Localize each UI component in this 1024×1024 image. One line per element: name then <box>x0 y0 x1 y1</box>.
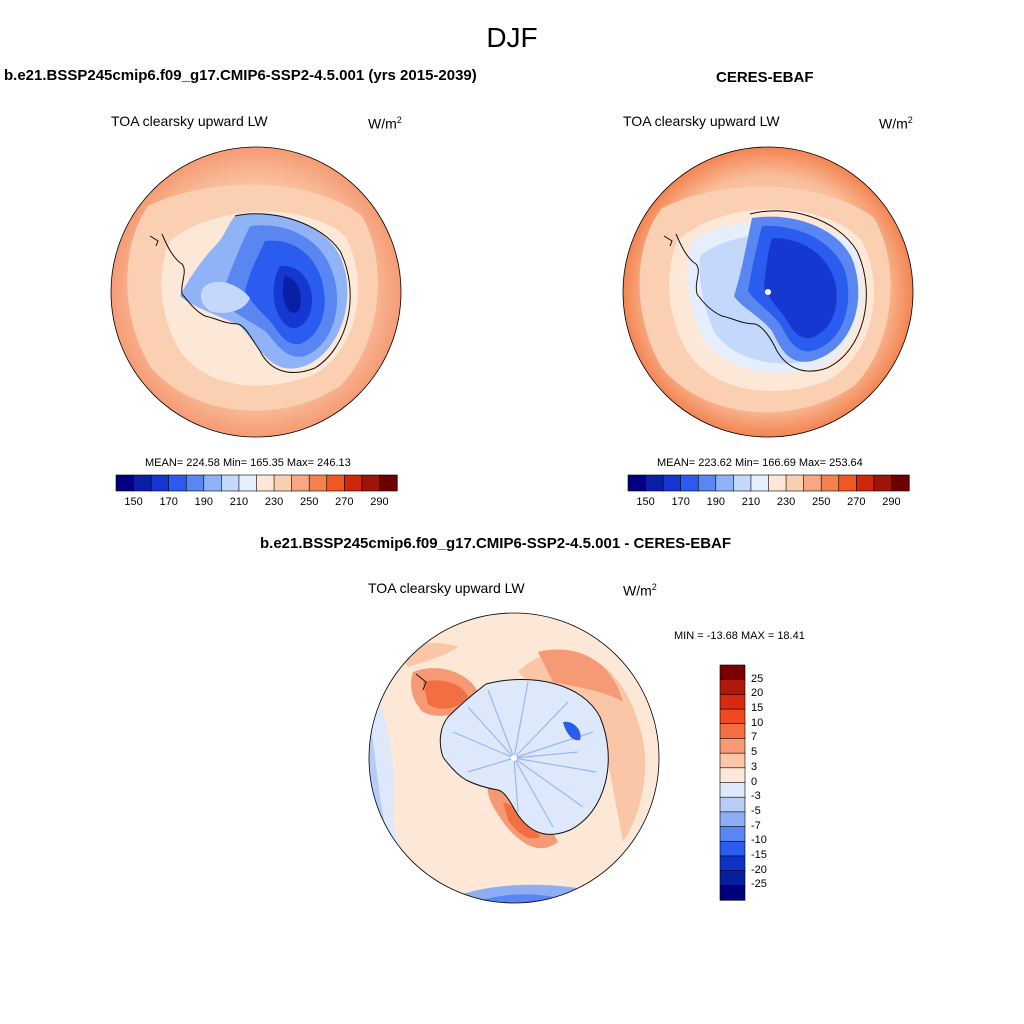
colorbar-swatch <box>719 738 746 754</box>
colorbar-swatch <box>326 474 345 492</box>
colorbar-swatch <box>715 474 734 492</box>
colorbar-tick-label: 0 <box>751 775 758 788</box>
colorbar-swatch <box>627 474 647 492</box>
colorbar-swatch <box>238 474 258 492</box>
colorbar-tick-label: -5 <box>751 804 761 817</box>
diff-stats: MIN = -13.68 MAX = 18.41 <box>674 630 805 642</box>
colorbar-swatch <box>291 474 310 492</box>
colorbar-swatch <box>719 885 746 901</box>
colorbar-swatch <box>361 474 381 492</box>
colorbar-swatch <box>203 474 222 492</box>
colorbar-tick-label: -10 <box>751 834 767 847</box>
colorbar-swatch <box>719 694 746 710</box>
colorbar-tick-label: 290 <box>882 496 901 508</box>
colorbar-tick-label: 190 <box>706 496 725 508</box>
colorbar-swatch <box>344 474 363 492</box>
diff-panel-title: b.e21.BSSP245cmip6.f09_g17.CMIP6-SSP2-4.… <box>260 535 732 552</box>
colorbar-swatch <box>719 767 746 784</box>
colorbar-swatch <box>719 840 746 857</box>
obs-panel-title: CERES-EBAF <box>716 69 814 86</box>
colorbar-tick-label: 150 <box>636 496 655 508</box>
colorbar-tick-label: 210 <box>741 496 761 508</box>
colorbar-swatch <box>719 826 746 842</box>
colorbar-swatch <box>308 474 328 492</box>
colorbar-tick-label: 3 <box>751 760 758 773</box>
colorbar-tick-label: 270 <box>335 496 354 508</box>
colorbar-swatch <box>680 474 699 492</box>
colorbar-swatch <box>768 474 787 492</box>
colorbar-tick-label: 270 <box>847 496 866 508</box>
colorbar-swatch <box>662 474 682 492</box>
colorbar-tick-label: -20 <box>751 863 767 876</box>
colorbar-tick-label: -7 <box>751 819 761 832</box>
colorbar-swatch <box>856 474 875 492</box>
colorbar-tick-label: -3 <box>751 790 761 803</box>
colorbar-tick-label: 250 <box>300 496 319 508</box>
colorbar-swatch <box>803 474 822 492</box>
colorbar-swatch <box>379 474 398 492</box>
colorbar-tick-label: 190 <box>194 496 213 508</box>
colorbar-swatch <box>133 474 152 492</box>
obs-polar-map <box>622 146 914 438</box>
colorbar-swatch <box>115 474 135 492</box>
colorbar-swatch <box>719 811 746 828</box>
colorbar-swatch <box>750 474 770 492</box>
colorbar-swatch <box>221 474 240 492</box>
colorbar-tick-label: 25 <box>751 672 764 685</box>
colorbar-swatch <box>719 723 746 740</box>
colorbar-swatch <box>733 474 752 492</box>
obs-stats: MEAN= 223.62 Min= 166.69 Max= 253.64 <box>657 457 863 469</box>
colorbar-tick-label: -15 <box>751 848 767 861</box>
obs-units: W/m2 <box>879 115 913 132</box>
colorbar-swatch <box>719 708 746 725</box>
colorbar-tick-label: 250 <box>812 496 831 508</box>
colorbar-tick-label: 20 <box>751 687 764 700</box>
colorbar-tick-label: 210 <box>229 496 249 508</box>
colorbar-tick-label: 170 <box>671 496 690 508</box>
colorbar-tick-label: -25 <box>751 878 767 891</box>
colorbar-swatch <box>719 796 746 813</box>
diff-variable-label: TOA clearsky upward LW <box>368 580 525 596</box>
diff-colorbar <box>719 664 746 901</box>
colorbar-swatch <box>891 474 910 492</box>
colorbar-tick-label: 290 <box>370 496 389 508</box>
colorbar-swatch <box>256 474 275 492</box>
model-units: W/m2 <box>368 115 402 132</box>
colorbar-tick-label: 15 <box>751 702 764 715</box>
colorbar-swatch <box>645 474 664 492</box>
colorbar-swatch <box>168 474 187 492</box>
figure-title: DJF <box>486 22 538 53</box>
model-panel-title: b.e21.BSSP245cmip6.f09_g17.CMIP6-SSP2-4.… <box>4 67 477 84</box>
colorbar-swatch <box>785 474 805 492</box>
obs-colorbar <box>627 474 910 492</box>
colorbar-swatch <box>150 474 170 492</box>
diff-polar-map <box>368 612 660 904</box>
colorbar-swatch <box>719 870 746 886</box>
colorbar-tick-label: 230 <box>776 496 796 508</box>
colorbar-swatch <box>719 782 746 798</box>
model-polar-map <box>110 146 402 438</box>
colorbar-tick-label: 150 <box>124 496 143 508</box>
colorbar-tick-label: 230 <box>264 496 284 508</box>
colorbar-tick-label: 170 <box>159 496 178 508</box>
colorbar-tick-label: 5 <box>751 746 758 759</box>
model-stats: MEAN= 224.58 Min= 165.35 Max= 246.13 <box>145 457 351 469</box>
colorbar-swatch <box>273 474 293 492</box>
colorbar-swatch <box>820 474 840 492</box>
diff-units: W/m2 <box>623 582 657 599</box>
obs-variable-label: TOA clearsky upward LW <box>623 113 780 129</box>
colorbar-swatch <box>719 664 746 681</box>
colorbar-swatch <box>873 474 893 492</box>
model-variable-label: TOA clearsky upward LW <box>111 113 268 129</box>
model-colorbar <box>115 474 398 492</box>
colorbar-tick-label: 10 <box>751 716 764 729</box>
colorbar-tick-label: 7 <box>751 731 758 744</box>
colorbar-swatch <box>697 474 717 492</box>
colorbar-swatch <box>838 474 857 492</box>
colorbar-swatch <box>719 679 746 695</box>
colorbar-swatch <box>719 752 746 769</box>
colorbar-swatch <box>719 855 746 872</box>
colorbar-swatch <box>185 474 205 492</box>
